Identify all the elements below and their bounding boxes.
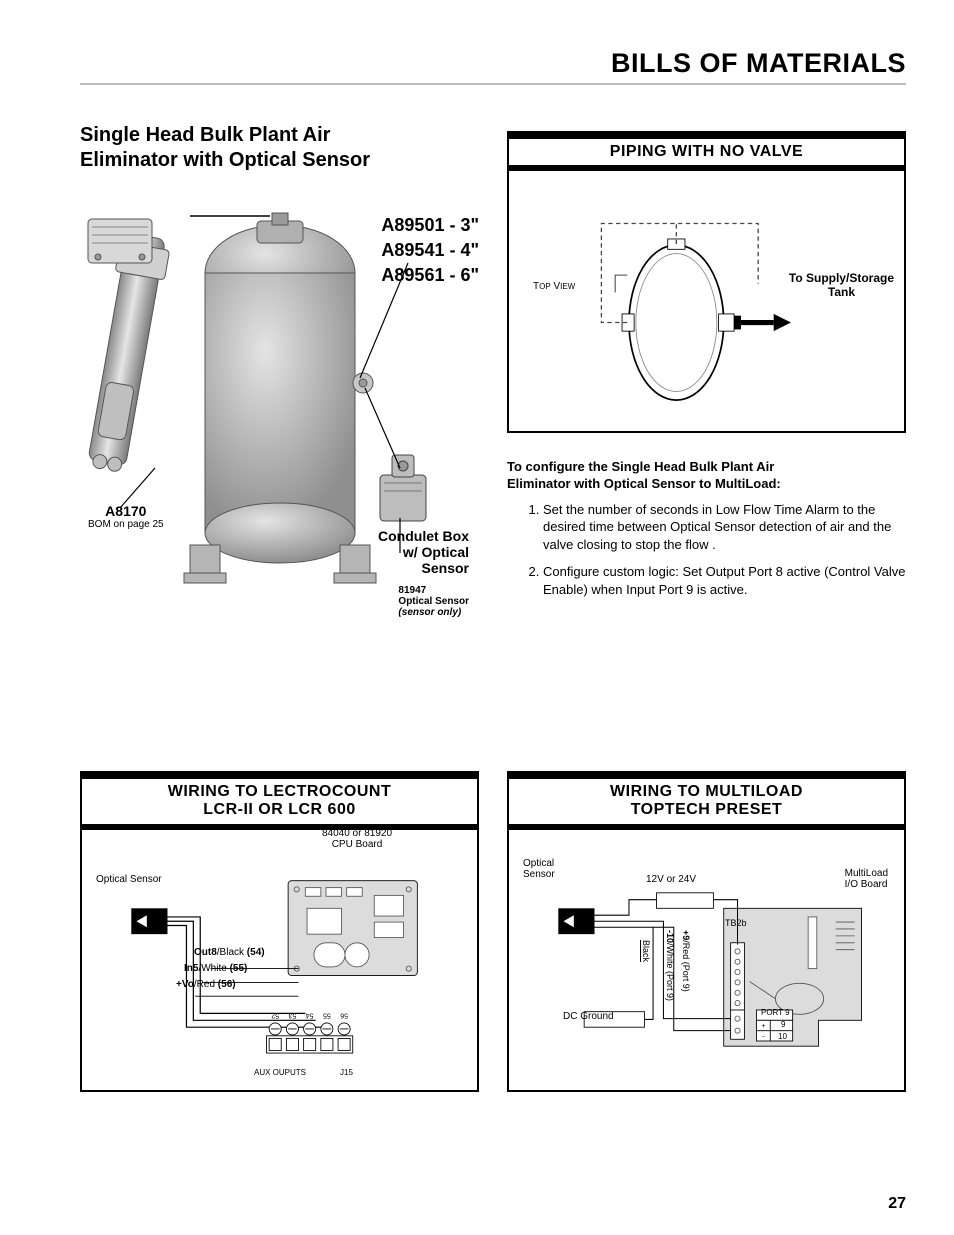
- section-title-line1: Single Head Bulk Plant Air: [80, 124, 330, 146]
- ml-title-line2: TOPTECH PRESET: [631, 801, 783, 818]
- to-tank-line1: To Supply/Storage: [789, 271, 894, 285]
- config-heading-line2: Eliminator with Optical Sensor to MultiL…: [507, 476, 781, 491]
- sensor-part-num: 81947: [398, 585, 426, 596]
- top-view-label: TOP VIEW: [533, 281, 575, 292]
- svg-text:53: 53: [288, 1011, 296, 1018]
- black-wire-label: Black: [641, 940, 651, 962]
- section-title: Single Head Bulk Plant Air Eliminator wi…: [80, 123, 479, 173]
- ten-label: 10: [778, 1032, 787, 1041]
- svg-text:54: 54: [306, 1011, 314, 1018]
- section-title-line2: Eliminator with Optical Sensor: [80, 149, 370, 171]
- port9-label: PORT 9: [761, 1008, 790, 1017]
- svg-text:-: -: [762, 1033, 764, 1040]
- to-tank-label: To Supply/Storage Tank: [789, 271, 894, 299]
- svg-text:52: 52: [271, 1011, 279, 1018]
- piping-panel: PIPING WITH NO VALVE: [507, 131, 906, 433]
- a8170-sub: BOM on page 25: [88, 519, 164, 530]
- wiring-multiload-diagram: + - Optical Sensor 12V or 24V MultiLoad …: [509, 830, 904, 1090]
- svg-text:56: 56: [340, 1011, 348, 1018]
- ml-title-line1: WIRING TO MULTILOAD: [610, 783, 803, 800]
- wiring-lcr-panel: WIRING TO LECTROCOUNT LCR-II OR LCR 600: [80, 771, 479, 1092]
- model-numbers: A89501 - 3" A89541 - 4" A89561 - 6": [381, 213, 479, 289]
- cpu-board-label: 84040 or 81920 CPU Board: [292, 828, 422, 850]
- j15-label: J15: [340, 1068, 353, 1077]
- wiring-multiload-panel: WIRING TO MULTILOAD TOPTECH PRESET: [507, 771, 906, 1092]
- dc-ground-label: DC Ground: [563, 1011, 614, 1022]
- board-label: MultiLoad I/O Board: [845, 868, 888, 890]
- sensor-part-label: Optical Sensor: [398, 596, 469, 607]
- piping-diagram: TOP VIEW Top View To Supply/Storage Tank: [509, 171, 904, 431]
- out8-label: Out8/Black (54): [194, 947, 265, 958]
- model-3: A89561 - 6": [381, 263, 479, 288]
- a8170-callout: A8170 BOM on page 25: [88, 503, 164, 530]
- tb2b-label: TB2b: [725, 918, 747, 928]
- minus10-label: -10/White (Port 9): [665, 930, 675, 1001]
- optical-sensor-label: Optical Sensor: [96, 874, 162, 885]
- wiring-lcr-title-line2: LCR-II OR LCR 600: [203, 801, 356, 818]
- aux-label: AUX OUPUTS: [254, 1068, 306, 1077]
- page-number: 27: [888, 1195, 906, 1213]
- config-step-1: Set the number of seconds in Low Flow Ti…: [543, 501, 906, 554]
- wiring-lcr-title-line1: WIRING TO LECTROCOUNT: [168, 783, 392, 800]
- wiring-multiload-title: WIRING TO MULTILOAD TOPTECH PRESET: [509, 779, 904, 824]
- config-heading-line1: To configure the Single Head Bulk Plant …: [507, 459, 774, 474]
- a8170-label: A8170: [105, 503, 146, 519]
- sensor-part-note: (sensor only): [398, 607, 461, 618]
- svg-text:+: +: [761, 1023, 765, 1030]
- voltage-label: 12V or 24V: [646, 874, 696, 885]
- sensor-part-callout: 81947 Optical Sensor (sensor only): [398, 585, 469, 618]
- condulet-line2: w/ Optical: [403, 544, 469, 560]
- to-tank-line2: Tank: [828, 285, 855, 299]
- piping-panel-title: PIPING WITH NO VALVE: [509, 139, 904, 165]
- model-1: A89501 - 3": [381, 213, 479, 238]
- config-step-2: Configure custom logic: Set Output Port …: [543, 563, 906, 598]
- condulet-line1: Condulet Box: [378, 528, 469, 544]
- wiring-lcr-title: WIRING TO LECTROCOUNT LCR-II OR LCR 600: [82, 779, 477, 824]
- config-steps: Set the number of seconds in Low Flow Ti…: [507, 501, 906, 599]
- ml-optical-sensor-label: Optical Sensor: [523, 858, 555, 880]
- condulet-callout: Condulet Box w/ Optical Sensor: [378, 528, 469, 576]
- in5-label: In5/White (55): [184, 963, 247, 974]
- page-header: BILLS OF MATERIALS: [80, 48, 906, 85]
- model-2: A89541 - 4": [381, 238, 479, 263]
- svg-text:55: 55: [323, 1011, 331, 1018]
- vo-label: +Vo/Red (56): [176, 979, 236, 990]
- config-block: To configure the Single Head Bulk Plant …: [507, 459, 906, 599]
- nine-label: 9: [781, 1020, 785, 1029]
- condulet-line3: Sensor: [422, 560, 469, 576]
- plus9-label: +9/Red (Port 9): [681, 930, 691, 992]
- product-figure: A89501 - 3" A89541 - 4" A89561 - 6" A817…: [80, 183, 479, 693]
- config-heading: To configure the Single Head Bulk Plant …: [507, 459, 906, 493]
- wiring-lcr-diagram: 52 53 54 55 56 84040 or 81920 CPU Board …: [82, 830, 477, 1090]
